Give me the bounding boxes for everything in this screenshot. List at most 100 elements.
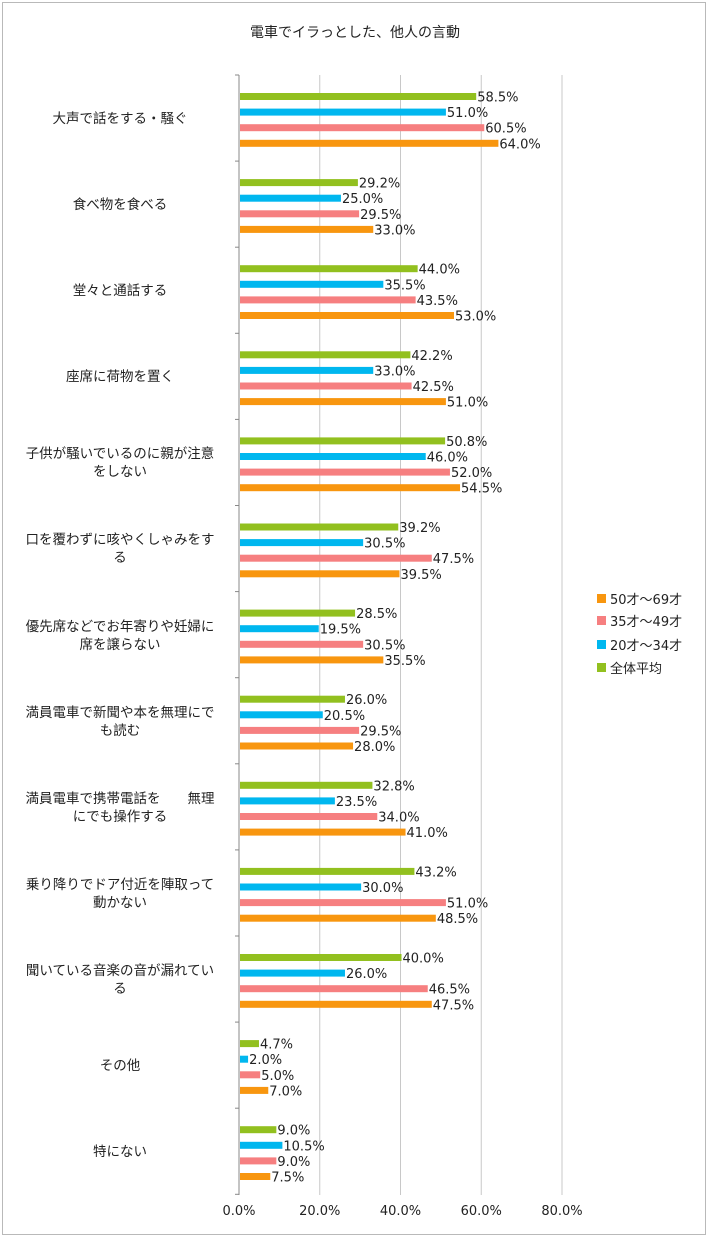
bar — [240, 867, 415, 875]
bar — [240, 883, 362, 891]
legend-label: 20才～34才 — [610, 639, 683, 654]
data-label: 9.0% — [277, 1155, 310, 1170]
data-label: 51.0% — [447, 396, 488, 411]
data-label: 4.7% — [260, 1038, 293, 1053]
data-label: 7.5% — [271, 1171, 304, 1186]
x-tick-label: 80.0% — [541, 1204, 582, 1219]
data-label: 64.0% — [499, 137, 540, 152]
bar — [240, 93, 477, 100]
bar — [240, 437, 446, 445]
bar — [240, 726, 360, 734]
data-label: 29.2% — [359, 177, 400, 192]
data-label: 10.5% — [283, 1139, 324, 1154]
bar — [240, 210, 360, 218]
legend-swatch — [597, 663, 606, 672]
data-label: 51.0% — [447, 106, 488, 121]
data-label: 50.8% — [446, 435, 487, 450]
category-label: 優先席などでお年寄りや妊婦に 席を譲らない — [25, 618, 215, 653]
legend-swatch — [597, 594, 606, 603]
bar — [240, 108, 446, 116]
bar — [240, 985, 428, 993]
chart-title: 電車でイラっとした、他人の言動 — [250, 25, 460, 41]
data-label: 51.0% — [447, 897, 488, 912]
legend-item: 全体平均 — [597, 658, 662, 677]
category-label: 大声で話をする・騒ぐ — [52, 110, 188, 127]
bar — [240, 640, 364, 648]
bar — [240, 1157, 277, 1165]
data-label: 52.0% — [451, 466, 492, 481]
data-label: 2.0% — [249, 1053, 282, 1068]
category-label: 口を覆わずに咳やくしゃみをする — [25, 532, 215, 567]
bar — [240, 139, 499, 147]
legend-label: 35才～49才 — [610, 615, 683, 630]
bar — [240, 899, 446, 907]
legend-label: 全体平均 — [610, 662, 663, 677]
data-label: 40.0% — [403, 952, 444, 967]
bar — [240, 280, 384, 288]
category-label: 聞いている音楽の音が漏れている — [25, 962, 215, 997]
bar — [240, 1000, 432, 1008]
data-label: 29.5% — [360, 724, 401, 739]
bar — [240, 969, 345, 977]
bar — [240, 914, 436, 922]
data-label: 48.5% — [437, 912, 478, 927]
bar — [240, 1141, 283, 1149]
legend-item: 20才～34才 — [597, 635, 682, 654]
bar — [240, 813, 378, 820]
bar — [240, 1040, 259, 1048]
bar — [240, 468, 450, 476]
data-label: 39.5% — [400, 568, 441, 583]
bar — [240, 484, 461, 492]
data-label: 26.0% — [346, 967, 387, 982]
bar — [240, 1126, 277, 1134]
category-label: その他 — [99, 1058, 141, 1074]
data-label: 53.0% — [455, 310, 496, 325]
data-label: 33.0% — [374, 364, 415, 379]
legend-item: 35才～49才 — [597, 611, 682, 630]
data-label: 30.5% — [364, 537, 405, 552]
category-label: 乗り降りでドア付近を陣取って 動かない — [25, 876, 215, 911]
data-label: 47.5% — [433, 552, 474, 567]
data-label: 26.0% — [346, 693, 387, 708]
data-label: 30.5% — [364, 638, 405, 653]
category-label: 堂々と通話する — [72, 283, 168, 300]
bar — [240, 1071, 261, 1079]
data-label: 42.5% — [413, 380, 454, 395]
data-label: 43.5% — [417, 294, 458, 309]
bar — [240, 1086, 269, 1094]
data-label: 44.0% — [419, 263, 460, 278]
bar — [240, 625, 319, 633]
bar — [240, 954, 402, 961]
bar — [240, 124, 485, 132]
bar — [240, 656, 384, 664]
legend-swatch — [597, 616, 606, 625]
data-label: 28.0% — [354, 740, 395, 755]
bar — [240, 742, 354, 750]
bar — [240, 312, 454, 319]
bar — [240, 797, 335, 805]
data-label: 23.5% — [336, 795, 377, 810]
bar — [240, 366, 374, 374]
bar — [240, 1173, 271, 1180]
category-label: 特にない — [93, 1144, 147, 1161]
bar — [240, 523, 399, 531]
bar — [240, 194, 341, 202]
legend-swatch — [597, 640, 606, 649]
data-label: 20.5% — [324, 709, 365, 724]
bar — [240, 828, 406, 836]
data-label: 39.2% — [399, 521, 440, 536]
bar — [240, 179, 358, 187]
bar — [240, 609, 356, 617]
data-label: 42.2% — [411, 349, 452, 364]
bar — [240, 351, 411, 359]
category-label: 座席に荷物を置く — [66, 369, 174, 386]
legend-item: 50才～69才 — [597, 589, 682, 608]
data-label: 35.5% — [384, 278, 425, 293]
bar — [240, 382, 412, 390]
x-tick-label: 60.0% — [461, 1204, 502, 1219]
category-label: 食べ物を食べる — [72, 197, 168, 213]
data-label: 28.5% — [356, 607, 397, 622]
category-label: 満員電車で新聞や本を無理にで も読む — [25, 704, 215, 739]
